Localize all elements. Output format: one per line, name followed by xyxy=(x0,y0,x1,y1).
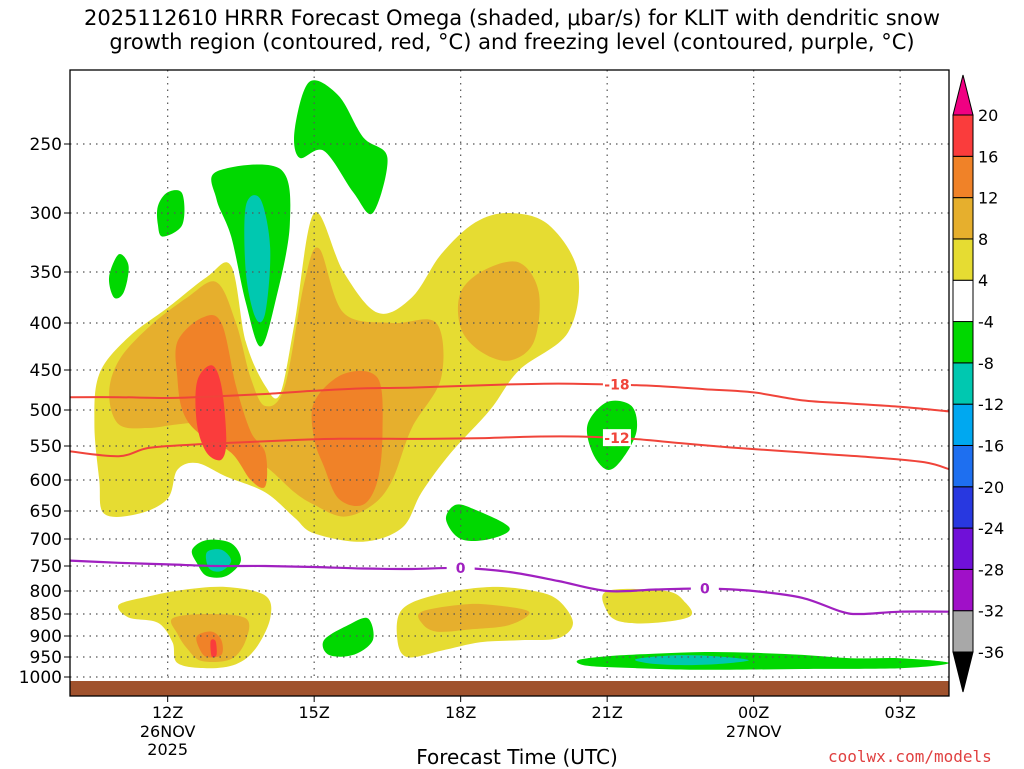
y-tick-label-800: 800 xyxy=(30,582,62,602)
colorbar-bin--8--4 xyxy=(952,321,974,364)
dgz-contour-label--18-bg xyxy=(602,375,631,393)
y-tick-label-700: 700 xyxy=(30,530,62,550)
dgz-contour-label--18: -18 xyxy=(604,378,629,394)
y-tick-label-900: 900 xyxy=(30,627,62,647)
y-tick-label-1000: 1000 xyxy=(19,668,62,688)
y-tick-label-300: 300 xyxy=(30,204,62,224)
contour-labels: -18 -12 0 0 xyxy=(446,375,719,598)
colorbar-label--16: -16 xyxy=(978,436,1004,455)
colorbar: -36 -32 -28 -24 -20 -16 -12 -8 -4 4 8 12 16 20 xyxy=(952,74,1004,693)
y-tick-label-550: 550 xyxy=(30,437,62,457)
omega-region-upward-lowlevel-18z-8 xyxy=(418,603,530,632)
colorbar-label-4: 4 xyxy=(978,271,988,290)
omega-region-sinking-low-16z--4 xyxy=(322,617,374,657)
colorbar-label--36: -36 xyxy=(978,643,1004,662)
colorbar-bin--12--8 xyxy=(952,362,974,405)
colorbar-bin--28--24 xyxy=(952,527,974,570)
colorbar-bin--4-4 xyxy=(952,279,974,323)
omega-region-upward-lowlevel-21z-4 xyxy=(602,588,693,624)
dgz-contour--18 xyxy=(70,382,949,413)
colorbar-bin-8-12 xyxy=(952,197,974,240)
colorbar-bin-12-16 xyxy=(952,155,974,199)
x-tick-label-00Z: 00Z xyxy=(738,703,769,722)
colorbar-bin-4-8 xyxy=(952,238,974,281)
x-tick-label-18Z: 18Z xyxy=(445,703,476,722)
omega-shading xyxy=(94,80,949,670)
omega-region-upward-lowlevel-west-16 xyxy=(210,639,217,658)
x-tick-label-12Z: 12Z xyxy=(152,703,183,722)
colorbar-label-8: 8 xyxy=(978,230,988,249)
freezing-contour-label-2: 0 xyxy=(700,582,710,598)
colorbar-bin-16-20 xyxy=(952,114,974,157)
y-axis: 2503003504004505005506006507007508008509… xyxy=(19,135,70,688)
y-tick-label-600: 600 xyxy=(30,471,62,491)
y-tick-label-250: 250 xyxy=(30,135,62,155)
colorbar-label--8: -8 xyxy=(978,354,994,373)
y-tick-label-850: 850 xyxy=(30,605,62,625)
temperature-contours xyxy=(70,382,949,616)
colorbar-label--12: -12 xyxy=(978,395,1004,414)
colorbar-bin--16--12 xyxy=(952,403,974,446)
y-tick-label-350: 350 xyxy=(30,263,62,283)
colorbar-label-20: 20 xyxy=(978,106,998,125)
colorbar-label-16: 16 xyxy=(978,147,998,166)
colorbar-label--32: -32 xyxy=(978,602,1004,621)
credit-text: coolwx.com/models xyxy=(828,747,992,766)
colorbar-top-arrow xyxy=(952,74,974,116)
omega-region-sinking-mid-18z--4 xyxy=(445,504,510,541)
x-date-label-26NOV: 26NOV xyxy=(140,722,196,741)
omega-region-sinking-upper-top--4 xyxy=(294,80,388,215)
x-year-label-2025: 2025 xyxy=(147,740,188,759)
x-tick-label-21Z: 21Z xyxy=(592,703,623,722)
colorbar-label--20: -20 xyxy=(978,478,1004,497)
freezing-level-contour xyxy=(70,559,949,616)
omega-region-sinking-upper-narrow--8 xyxy=(244,195,271,323)
y-tick-label-950: 950 xyxy=(30,648,62,668)
dgz-contour-label--12-bg xyxy=(602,429,631,447)
x-tick-label-03Z: 03Z xyxy=(885,703,916,722)
omega-region-sinking-near-surface-east--4 xyxy=(576,651,949,670)
chart-title: 2025112610 HRRR Forecast Omega (shaded, … xyxy=(83,6,941,54)
x-axis-title: Forecast Time (UTC) xyxy=(416,745,618,769)
plot-frame xyxy=(69,69,950,697)
x-date-label-27NOV: 27NOV xyxy=(726,722,782,741)
y-tick-label-450: 450 xyxy=(30,361,62,381)
dgz-contour-label--12: -12 xyxy=(604,431,629,447)
omega-region-upward-core-low-levels-16 xyxy=(195,365,227,461)
colorbar-bin--32--28 xyxy=(952,568,974,612)
dgz-contour--12 xyxy=(70,435,949,471)
freezing-contour-label-2-bg xyxy=(690,579,719,597)
colorbar-bottom-arrow xyxy=(952,651,974,693)
y-tick-label-750: 750 xyxy=(30,557,62,577)
freezing-contour-label-1: 0 xyxy=(456,561,466,577)
colorbar-label--24: -24 xyxy=(978,519,1004,538)
omega-region-upward-upper-east-8 xyxy=(457,261,540,361)
gridlines xyxy=(70,70,949,681)
colorbar-label--4: -4 xyxy=(978,313,994,332)
colorbar-label-12: 12 xyxy=(978,189,998,208)
colorbar-bin--36--32 xyxy=(952,610,974,653)
colorbar-bin--20--16 xyxy=(952,444,974,488)
y-tick-label-650: 650 xyxy=(30,502,62,522)
omega-region-sinking-small-west--4 xyxy=(108,254,129,299)
x-tick-label-15Z: 15Z xyxy=(299,703,330,722)
colorbar-bin--24--20 xyxy=(952,486,974,529)
ground-strip xyxy=(70,681,949,696)
y-tick-label-500: 500 xyxy=(30,401,62,421)
omega-region-sinking-small-west--4 xyxy=(156,190,185,237)
colorbar-label--28: -28 xyxy=(978,560,1004,579)
freezing-contour-label-1-bg xyxy=(446,559,475,576)
y-tick-label-400: 400 xyxy=(30,314,62,334)
